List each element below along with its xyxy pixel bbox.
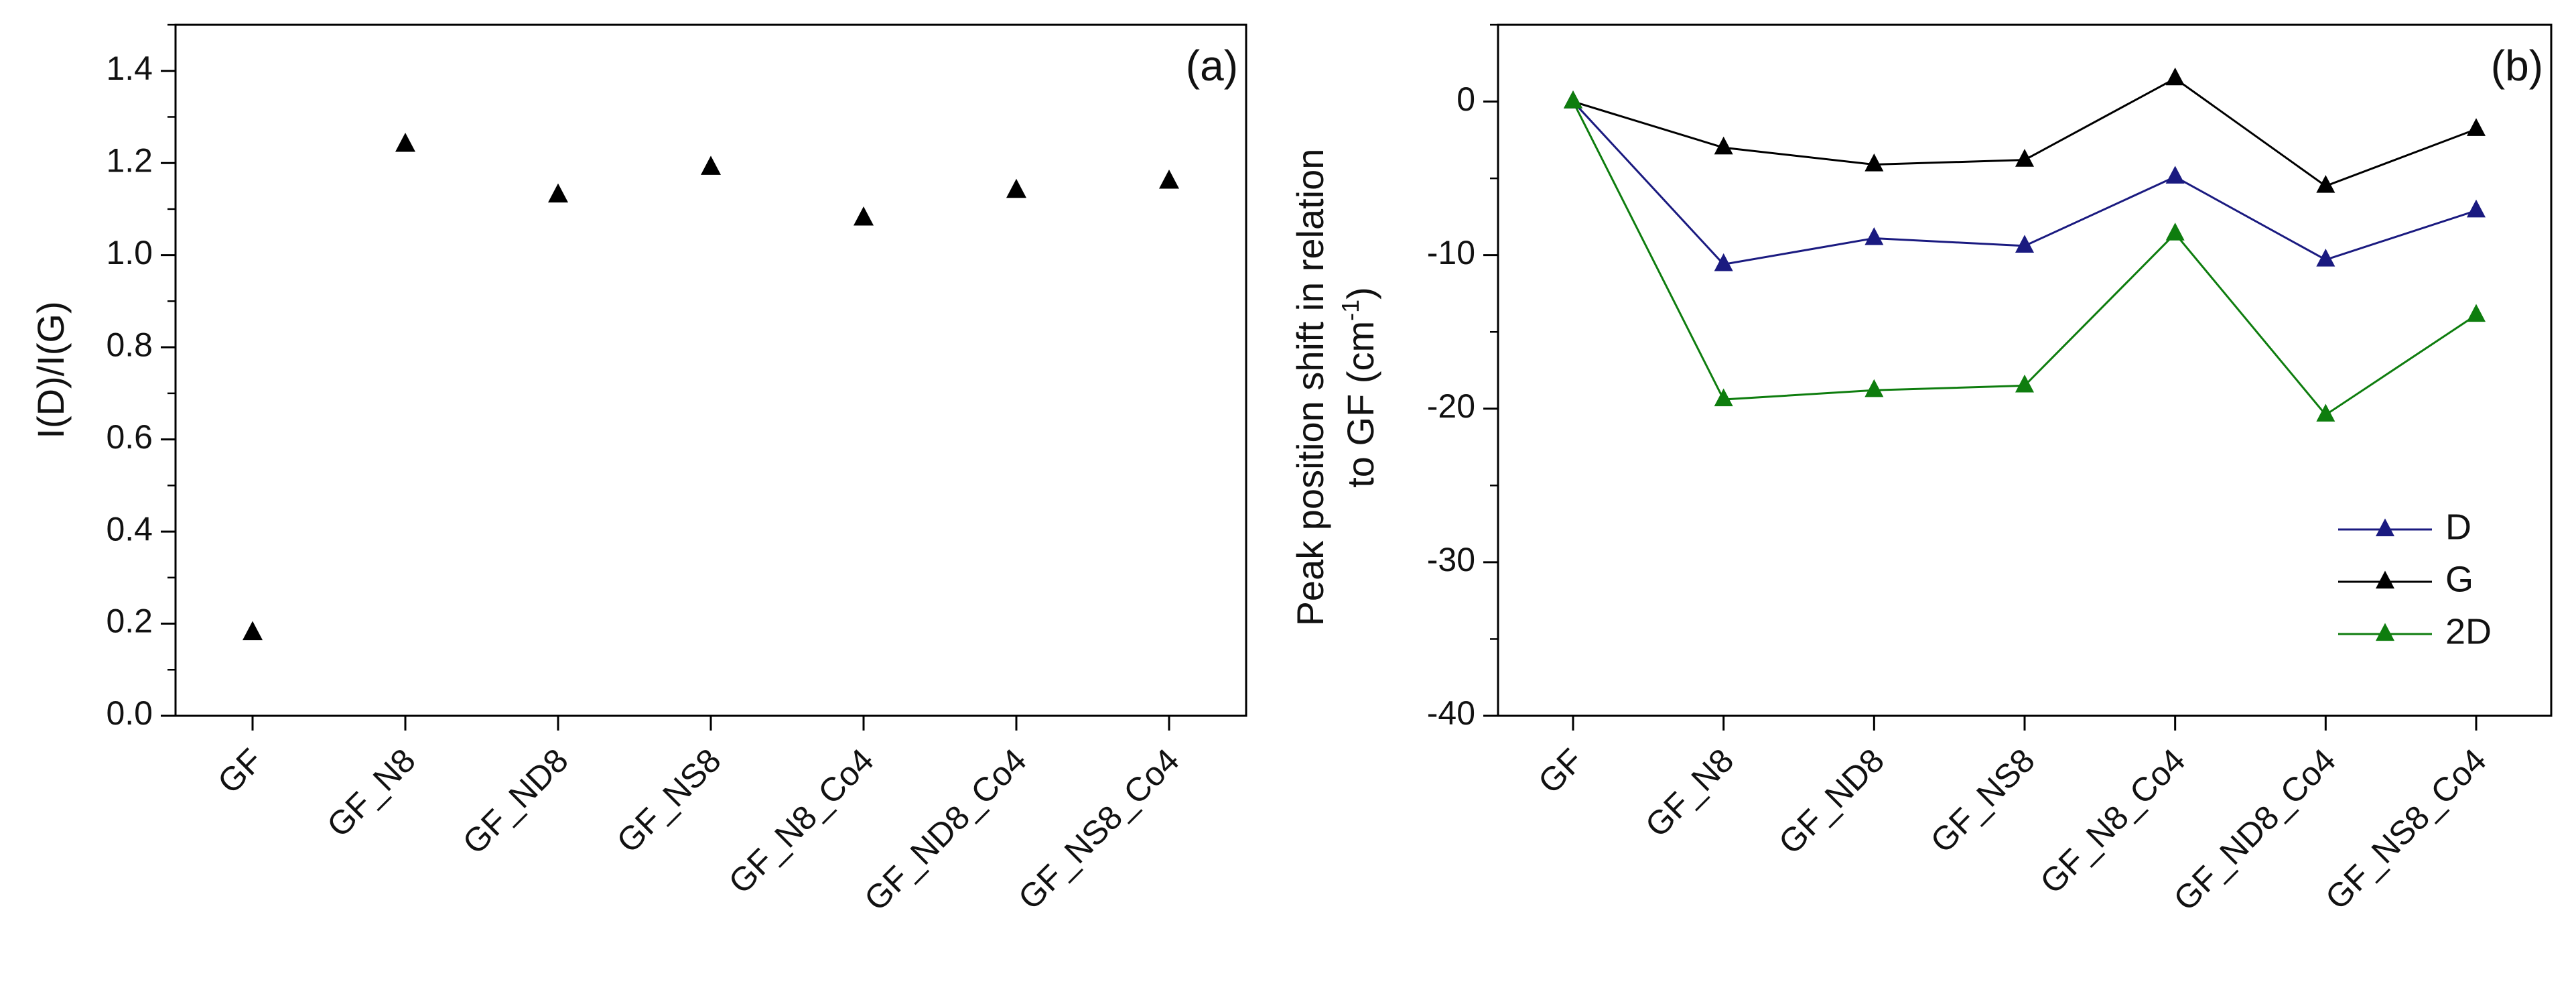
panel-b-point-g-gf-nd8-co4 — [2316, 175, 2335, 193]
panel-b-y-tick-label: -20 — [1427, 387, 1475, 425]
panel-a-x-tick-label: GF — [210, 741, 270, 801]
panel-b-label: (b) — [2491, 42, 2543, 90]
panel-b-point-2d-gf-nd8 — [1865, 379, 1884, 397]
panel-b-point-g-gf-n8-co4 — [2165, 67, 2185, 86]
panel-b-point-2d-gf-ns8-co4 — [2467, 304, 2486, 322]
panel-b-x-tick-label: GF_N8 — [1638, 741, 1741, 844]
panel-b-point-g-gf-ns8-co4 — [2467, 118, 2486, 136]
panel-b-y-tick-label: -40 — [1427, 694, 1475, 732]
panel-b-point-d-gf-nd8 — [1865, 227, 1884, 245]
panel-b-point-2d-gf-ns8 — [2015, 374, 2034, 393]
panel-b-point-d-gf-nd8-co4 — [2316, 249, 2335, 267]
panel-b-x-tick-label: GF — [1531, 741, 1590, 801]
panel-b-y-axis: -40 -30 -20 -10 0 — [1427, 23, 1498, 732]
panel-a-y-tick-label: 0.0 — [106, 694, 153, 732]
panel-b-point-2d-gf-n8-co4 — [2165, 223, 2185, 241]
panel-b-series — [1564, 67, 2486, 422]
panel-b-point-2d-gf-nd8-co4 — [2316, 403, 2335, 422]
panel-b-point-d-gf-ns8 — [2015, 235, 2034, 253]
panel-b-x-tick-label: GF_NS8 — [1923, 741, 2042, 860]
panel-b-chart: -40 -30 -20 -10 0 GF GF_N8 GF_ND8 GF_NS8GF_N8_C… — [1289, 23, 2553, 918]
panel-a-x-tick-label: GF_NS8 — [610, 741, 728, 860]
panel-b-y-axis-title-prefix: to GF (cm — [1339, 321, 1381, 488]
panel-a-point-gf-nd8 — [548, 183, 568, 203]
panel-a-y-tick-label: 0.2 — [106, 603, 153, 640]
panel-b-point-d-gf-n8 — [1714, 253, 1733, 271]
panel-b-y-axis-title-suffix: ) — [1339, 287, 1381, 300]
panel-a-chart: 0.00.20.40.60.81.01.21.4 GF GF_N8 GF_ND8 GF… — [29, 23, 1247, 918]
panel-a-y-tick-label: 0.8 — [106, 326, 153, 363]
panel-b-y-tick-label: -30 — [1427, 541, 1475, 578]
panel-a-point-gf — [243, 621, 263, 641]
panel-a-y-tick-label: 1.4 — [106, 50, 153, 87]
panel-a-y-axis: 0.0 0.2 0.4 0.6 0.8 1.0 1.2 1.4 — [106, 23, 176, 732]
panel-a-x-tick-label: GF_ND8_Co4 — [857, 741, 1034, 918]
legend-label-g: G — [2445, 559, 2473, 599]
panel-b-legend: DG 2D — [2338, 507, 2492, 651]
panel-b-point-g-gf-n8 — [1714, 136, 1733, 155]
panel-b-line-2d — [1572, 101, 2477, 416]
panel-a-point-gf-ns8 — [701, 155, 721, 175]
legend-marker-2d — [2376, 623, 2394, 641]
panel-b-point-d-gf-ns8-co4 — [2467, 199, 2486, 218]
panel-a-y-axis-title: I(D)/I(G) — [29, 301, 72, 438]
panel-b-point-2d-gf — [1564, 90, 1582, 109]
panel-b-x-axis: GF GF_N8 GF_ND8 GF_NS8GF_N8_Co4GF_ND8_Co4GF… — [1531, 716, 2494, 918]
panel-a-x-axis: GF GF_N8 GF_ND8 GF_NS8GF_N8_Co4GF_ND8_Co4GF… — [210, 716, 1187, 918]
panel-a-point-gf-n8 — [395, 133, 415, 152]
panel-b-y-tick-label: 0 — [1456, 80, 1475, 118]
panel-b-y-axis-title-line2: to GF (cm-1) — [1337, 287, 1381, 488]
panel-a-x-tick-label: GF_NS8_Co4 — [1011, 741, 1187, 917]
panel-b-line-g — [1572, 77, 2477, 188]
panel-b-x-tick-label: GF_ND8_Co4 — [2167, 741, 2344, 918]
panel-b-y-axis-title-sup: -1 — [1337, 300, 1364, 321]
panel-b-x-tick-label: GF_ND8 — [1771, 741, 1891, 861]
panel-b-point-2d-gf-n8 — [1714, 388, 1733, 407]
panel-b-x-tick-label: GF_NS8_Co4 — [2318, 741, 2494, 917]
panel-a-y-tick-label: 0.6 — [106, 418, 153, 456]
panel-b-point-d-gf-n8-co4 — [2165, 166, 2185, 184]
panel-b-point-g-gf-nd8 — [1865, 153, 1884, 172]
panel-a-x-tick-label: GF_N8_Co4 — [722, 741, 881, 901]
panel-b-point-g-gf-ns8 — [2015, 149, 2034, 167]
panel-a-points — [243, 133, 1179, 641]
panel-b-y-tick-label: -10 — [1427, 234, 1475, 271]
legend-label-d: D — [2445, 507, 2471, 547]
panel-a-point-gf-n8-co4 — [854, 206, 874, 226]
legend-marker-d — [2376, 518, 2394, 537]
panel-a-x-tick-label: GF_ND8 — [456, 741, 575, 861]
panel-a-y-tick-label: 1.2 — [106, 141, 153, 179]
panel-a-y-tick-label: 1.0 — [106, 234, 153, 271]
legend-label-2d: 2D — [2445, 611, 2492, 651]
panel-a-x-tick-label: GF_N8 — [320, 741, 423, 844]
panel-a-y-tick-label: 0.4 — [106, 510, 153, 548]
panel-b-x-tick-label: GF_N8_Co4 — [2033, 741, 2192, 901]
legend-marker-g — [2376, 570, 2394, 589]
panel-b-y-axis-title-line1: Peak position shift in relation — [1289, 149, 1331, 627]
panel-a-point-gf-nd8-co4 — [1006, 178, 1026, 198]
panel-a-point-gf-ns8-co4 — [1159, 170, 1179, 189]
panel-a-frame — [174, 23, 1247, 717]
panel-a-label: (a) — [1186, 42, 1238, 90]
